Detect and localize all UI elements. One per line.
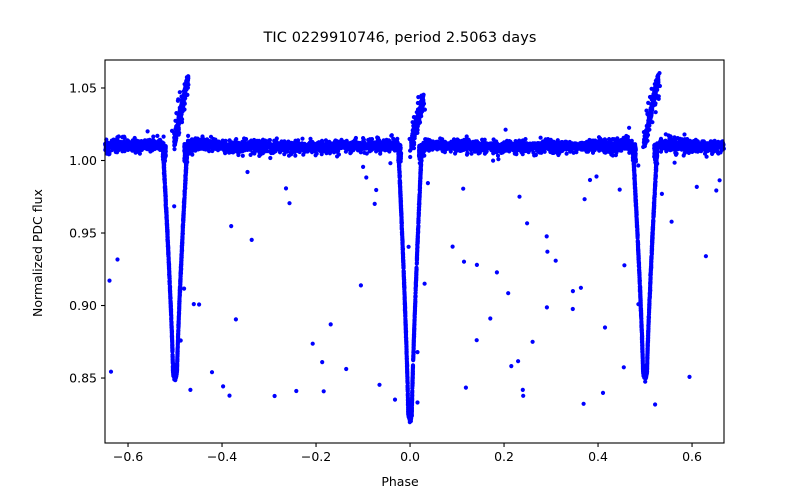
y-tick-label: 0.85 (69, 371, 97, 386)
y-tick-label: 0.95 (69, 226, 97, 241)
x-tick-label: 0.0 (400, 449, 420, 464)
x-tick-label: 0.2 (494, 449, 514, 464)
axes-spines (104, 59, 725, 444)
x-tick-label: 0.4 (588, 449, 608, 464)
chart-title: TIC 0229910746, period 2.5063 days (263, 30, 537, 46)
x-tick-label: −0.2 (301, 449, 331, 464)
x-tick-label: −0.6 (113, 449, 143, 464)
data-points (103, 70, 727, 425)
x-axis-label: Phase (381, 474, 419, 489)
scatter-marker-path (103, 70, 727, 425)
x-tick-label: 0.6 (682, 449, 702, 464)
y-tick-label: 1.00 (69, 153, 97, 168)
axes-frame (104, 59, 725, 444)
y-tick-label: 1.05 (69, 80, 97, 95)
y-tick-label: 0.90 (69, 298, 97, 313)
x-tick-label: −0.4 (207, 449, 237, 464)
axis-ticks: −0.6 −0.4 −0.2 0.0 0.2 0.4 0.6 0.85 0.90 0.95 1.00… (69, 80, 702, 464)
